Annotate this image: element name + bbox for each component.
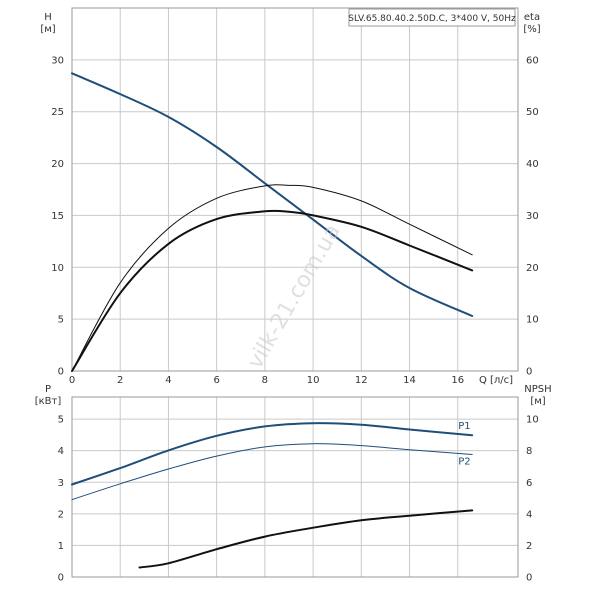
right-y-tick-label: 10: [526, 315, 539, 326]
x-tick-label: 0: [69, 375, 75, 386]
right-y-tick-label: 50: [526, 107, 539, 118]
label-layer: 0 2 4 6 8 10 12 14 160510152025300102030405060H[…: [35, 12, 552, 584]
series-line: [138, 509, 474, 569]
left-y-tick-label: 20: [51, 159, 64, 170]
left-y-tick-label: 25: [51, 107, 64, 118]
right-y-tick-label: 20: [526, 263, 539, 274]
curve-layer: [71, 72, 474, 569]
right-axis-title: NPSH: [524, 384, 551, 395]
x-tick-label: 14: [403, 375, 416, 386]
left-axis-unit: [кВт]: [35, 396, 62, 407]
series-line: [71, 72, 474, 317]
right-y-tick-label: 10: [526, 415, 539, 426]
left-axis-unit: [м]: [40, 24, 55, 35]
x-tick-label: 10: [307, 375, 320, 386]
left-axis-title: P: [45, 384, 51, 395]
right-y-tick-label: 0: [526, 367, 532, 378]
left-y-tick-label: 1: [58, 541, 64, 552]
chart-title: SLV.65.80.40.2.50D.C, 3*400 V, 50Hz: [348, 14, 516, 24]
x-tick-label: 16: [451, 375, 464, 386]
left-y-tick-label: 30: [51, 55, 64, 66]
right-y-tick-label: 60: [526, 55, 539, 66]
x-axis-title: Q [л/с]: [479, 375, 513, 386]
frame-layer: [71, 7, 519, 578]
series-line: [71, 209, 474, 372]
right-y-tick-label: 30: [526, 211, 539, 222]
left-y-tick-label: 5: [58, 315, 64, 326]
title-box: [348, 8, 516, 27]
plot-frame: [71, 396, 519, 578]
left-y-tick-label: 3: [58, 478, 64, 489]
right-axis-unit: [м]: [530, 396, 545, 407]
left-y-tick-label: 0: [58, 573, 64, 584]
p1-series-line: [71, 422, 474, 486]
right-y-tick-label: 4: [526, 509, 532, 520]
right-y-tick-label: 2: [526, 541, 532, 552]
left-y-tick-label: 5: [58, 415, 64, 426]
plot-frame: [71, 7, 519, 372]
left-y-tick-label: 10: [51, 263, 64, 274]
left-axis-title: H: [44, 12, 52, 23]
x-tick-label: 8: [262, 375, 268, 386]
left-y-tick-label: 4: [58, 446, 64, 457]
left-y-tick-label: 15: [51, 211, 64, 222]
x-tick-label: 6: [213, 375, 219, 386]
x-tick-label: 4: [165, 375, 171, 386]
right-y-tick-label: 6: [526, 478, 532, 489]
right-y-tick-label: 8: [526, 446, 532, 457]
left-y-tick-label: 2: [58, 509, 64, 520]
grid-layer: [71, 8, 518, 578]
left-y-tick-label: 0: [58, 367, 64, 378]
right-axis-unit: [%]: [523, 24, 540, 35]
right-y-tick-label: 0: [526, 573, 532, 584]
x-tick-label: 12: [355, 375, 368, 386]
series-line: [71, 184, 473, 372]
p2-series-line: [71, 443, 473, 501]
x-tick-label: 2: [117, 375, 123, 386]
series-label: P2: [458, 456, 470, 467]
watermark: vilk-21.com.ua: [243, 220, 346, 373]
right-y-tick-label: 40: [526, 159, 539, 170]
series-label: P1: [458, 421, 470, 432]
right-axis-title: eta: [524, 12, 540, 23]
